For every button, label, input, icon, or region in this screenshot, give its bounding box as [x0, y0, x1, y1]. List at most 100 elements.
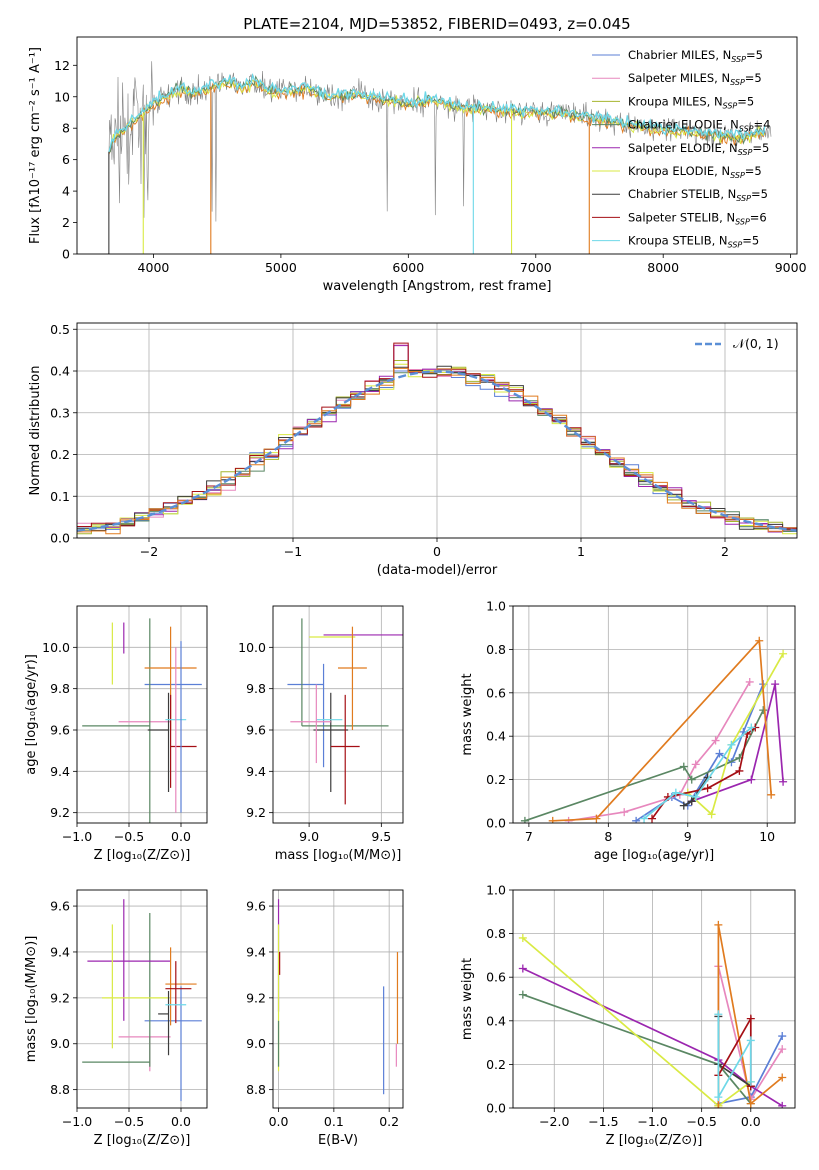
mass-weight-marker: [707, 810, 716, 819]
y-tick-label: 9.2: [246, 990, 266, 1005]
x-tick-label: 9000: [775, 260, 807, 275]
y-tick-label: 9.4: [246, 764, 266, 779]
x-tick-label: 0.1: [324, 1114, 344, 1129]
mass-weight-marker: [767, 790, 776, 799]
mass-weight-marker: [778, 1032, 787, 1041]
mass-weight-marker: [592, 814, 601, 823]
mass-weight-marker: [679, 801, 688, 810]
x-tick-label: 2: [721, 544, 729, 559]
y-tick-label: 9.6: [246, 899, 266, 914]
legend-entry: Kroupa MILES, NSSP=5: [628, 94, 754, 110]
mass-weight-marker: [727, 740, 736, 749]
y-tick-label: 0.2: [486, 1057, 506, 1072]
age_vs_mass-panel: 9.0 9.5 9.2 9.4 9.6 9.8 10.0 mass [log₁₀(M/M⊙)]: [238, 605, 404, 863]
y-tick-label: 8.8: [246, 1082, 266, 1097]
x-tick-label: −1: [284, 544, 302, 559]
axes-frame: [76, 889, 208, 1109]
mass-weight-series: [717, 1014, 752, 1101]
y-axis-label: mass weight: [460, 958, 475, 1040]
y-tick-label: 1.0: [486, 599, 506, 614]
plot-area: [518, 920, 787, 1108]
y-tick-label: 0.8: [486, 642, 506, 657]
x-tick-label: −1.0: [637, 1114, 667, 1129]
legend-subscript: SSP: [723, 101, 738, 110]
plot-area: [77, 342, 797, 535]
x-tick-label: −2.0: [539, 1114, 569, 1129]
x-tick-label: −1.0: [62, 829, 92, 844]
mass-weight-marker: [778, 1073, 787, 1082]
mass-weight-series: [687, 653, 784, 816]
y-tick-label: 2: [62, 215, 70, 230]
massweight_vs_Z-panel: −2.0 −1.5 −1.0 −0.5 0.0 0.0 0.2 0.4 0.6 0.8 1.0 Z […: [460, 883, 796, 1148]
x-tick-label: 0.0: [171, 1114, 191, 1129]
mass-weight-series: [552, 638, 773, 822]
legend-suffix: =5: [752, 141, 769, 155]
legend-suffix: =6: [750, 210, 767, 224]
y-tick-label: 10.0: [238, 640, 266, 655]
y-tick-label: 9.2: [50, 990, 70, 1005]
figure-title: PLATE=2104, MJD=53852, FIBERID=0493, z=0…: [243, 15, 630, 33]
legend-subscript: SSP: [735, 217, 750, 226]
y-tick-label: 0.6: [486, 685, 506, 700]
mass-weight-marker: [714, 1104, 723, 1108]
mass-weight-marker: [520, 816, 529, 823]
y-tick-label: 0.0: [486, 816, 506, 831]
mass-weight-marker: [746, 1014, 755, 1023]
legend-entry: Kroupa STELIB, NSSP=5: [628, 234, 759, 250]
y-tick-label: 9.6: [246, 723, 266, 738]
legend-label: Kroupa STELIB, N: [628, 234, 728, 248]
x-axis-label: mass [log₁₀(M/M⊙)]: [275, 848, 402, 863]
legend-subscript: SSP: [731, 55, 746, 64]
x-tick-label: 10: [759, 829, 775, 844]
x-tick-label: −0.5: [686, 1114, 716, 1129]
mass-weight-series: [568, 681, 751, 822]
x-tick-label: 0: [433, 544, 441, 559]
x-axis-label: age [log₁₀(age/yr)]: [594, 848, 715, 863]
legend-suffix: =5: [742, 234, 759, 248]
mass-weight-marker: [746, 1077, 755, 1086]
y-tick-label: 0.2: [486, 772, 506, 787]
mass-weight-marker: [711, 736, 720, 745]
x-tick-label: 8: [604, 829, 612, 844]
mass_vs_EBV-panel: 0.0 0.1 0.2 8.8 9.0 9.2 9.4 9.6 E(B-V): [246, 889, 404, 1148]
y-tick-label: 0.5: [50, 322, 70, 337]
legend-entry: Chabrier ELODIE, NSSP=4: [628, 118, 770, 134]
y-tick-label: 9.0: [50, 1036, 70, 1051]
y-axis-label: Normed distribution: [28, 366, 43, 496]
mass-weight-marker: [632, 816, 641, 823]
y-tick-label: 9.2: [50, 805, 70, 820]
mass-weight-marker: [714, 1093, 723, 1102]
mass-weight-marker: [714, 920, 723, 929]
legend-entry: Salpeter ELODIE, NSSP=5: [628, 141, 769, 157]
y-tick-label: 0: [62, 247, 70, 262]
y-axis-label: mass [log₁₀(M/M⊙)]: [24, 936, 39, 1063]
mass-weight-marker: [759, 706, 768, 715]
legend-label: Chabrier ELODIE, N: [628, 118, 739, 132]
y-tick-label: 0.1: [50, 489, 70, 504]
legend-label: Kroupa ELODIE, N: [628, 164, 730, 178]
mass-weight-marker: [747, 775, 756, 784]
legend-subscript: SSP: [728, 241, 743, 250]
y-tick-label: 9.8: [246, 681, 266, 696]
legend-label: Chabrier MILES, N: [628, 48, 731, 62]
mass-weight-marker: [715, 749, 724, 758]
x-axis-label: E(B-V): [318, 1133, 358, 1148]
y-tick-label: 9.4: [50, 944, 70, 959]
legend-entry: Chabrier STELIB, NSSP=5: [628, 187, 768, 203]
legend-suffix: =5: [746, 48, 763, 62]
mass-weight-marker: [548, 816, 557, 823]
x-tick-label: 9.0: [299, 829, 319, 844]
x-tick-label: 5000: [265, 260, 297, 275]
axes-frame: [512, 605, 796, 824]
mass-weight-marker: [691, 792, 700, 801]
x-tick-label: 6000: [392, 260, 424, 275]
y-tick-label: 0.0: [486, 1101, 506, 1116]
legend-subscript: SSP: [736, 194, 751, 203]
mass-weight-marker: [518, 990, 527, 999]
x-tick-label: 9.5: [371, 829, 391, 844]
mass-weight-series: [522, 967, 783, 1107]
axes-frame: [76, 322, 798, 539]
x-tick-label: 0.0: [741, 1114, 761, 1129]
